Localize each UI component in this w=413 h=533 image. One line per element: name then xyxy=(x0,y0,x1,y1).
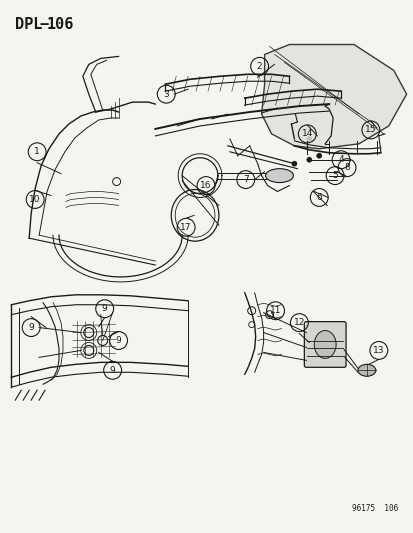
Circle shape xyxy=(291,161,296,166)
Ellipse shape xyxy=(265,168,293,183)
Polygon shape xyxy=(261,44,406,149)
Ellipse shape xyxy=(357,365,375,376)
Circle shape xyxy=(306,136,311,141)
Text: 14: 14 xyxy=(301,130,312,139)
FancyBboxPatch shape xyxy=(304,321,345,367)
Text: 5: 5 xyxy=(332,171,337,180)
Text: 8: 8 xyxy=(343,163,349,172)
Text: 4: 4 xyxy=(337,155,343,164)
Text: DPL: DPL xyxy=(15,17,43,32)
Ellipse shape xyxy=(171,190,218,241)
Circle shape xyxy=(316,154,321,158)
Text: 106: 106 xyxy=(47,17,74,32)
Text: −: − xyxy=(39,17,48,32)
Text: 3: 3 xyxy=(163,90,169,99)
Text: 1: 1 xyxy=(34,147,40,156)
Text: 9: 9 xyxy=(28,323,34,332)
Text: 12: 12 xyxy=(293,318,304,327)
Text: 17: 17 xyxy=(180,223,192,232)
Text: 9: 9 xyxy=(102,304,107,313)
Text: 10: 10 xyxy=(29,195,41,204)
Ellipse shape xyxy=(175,193,214,237)
Text: 7: 7 xyxy=(242,175,248,184)
Text: 96175  106: 96175 106 xyxy=(351,504,398,513)
Ellipse shape xyxy=(313,330,335,358)
Text: 13: 13 xyxy=(372,346,384,355)
Text: 9: 9 xyxy=(109,366,115,375)
Text: 2: 2 xyxy=(256,62,262,71)
Text: 9: 9 xyxy=(116,336,121,345)
Circle shape xyxy=(306,157,311,162)
Text: 11: 11 xyxy=(269,306,280,315)
Text: 6: 6 xyxy=(316,193,321,202)
Text: 16: 16 xyxy=(200,181,211,190)
Text: 15: 15 xyxy=(364,125,376,134)
